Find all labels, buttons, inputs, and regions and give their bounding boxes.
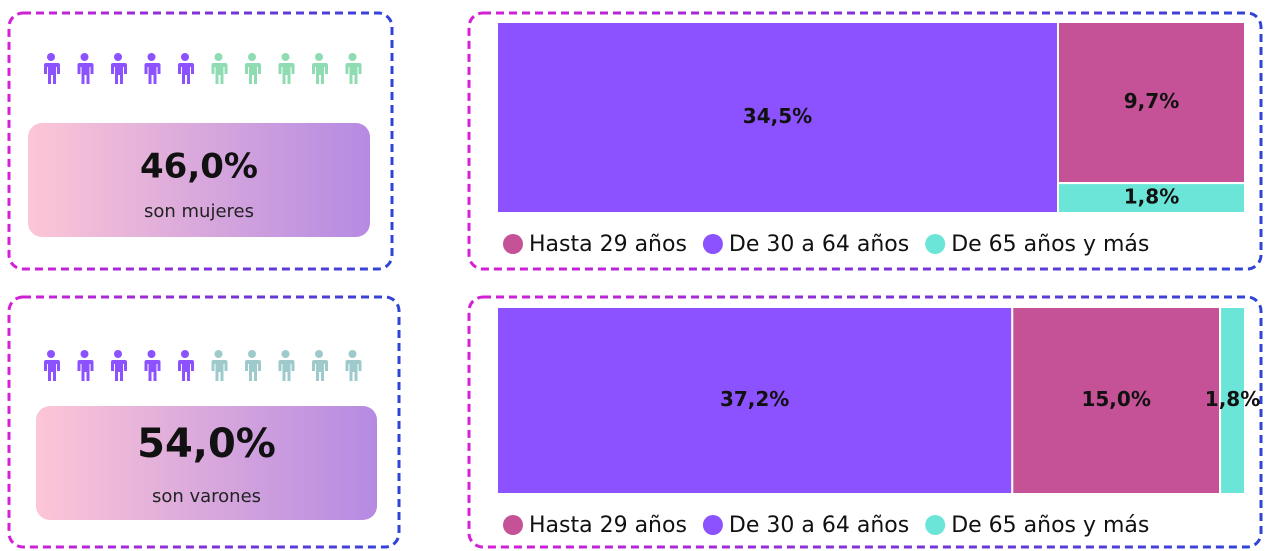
person-icon	[211, 53, 228, 84]
person-icon	[312, 350, 328, 381]
legend-label: Hasta 29 años	[529, 513, 687, 538]
person-icon	[345, 53, 362, 84]
card-value: 46,0%	[140, 147, 258, 187]
person-icon	[211, 350, 228, 381]
treemap-cell	[1219, 306, 1246, 495]
person-icon	[278, 350, 295, 381]
chart-frame	[467, 11, 1263, 271]
value-label: 1,8%	[1205, 387, 1260, 411]
legend-label: De 65 años y más	[951, 232, 1149, 257]
person-icon	[144, 350, 161, 381]
person-icon	[111, 350, 127, 381]
legend-label: Hasta 29 años	[529, 232, 687, 257]
person-icon	[77, 53, 94, 84]
legend-swatch	[503, 515, 523, 535]
value-label: 15,0%	[1081, 387, 1150, 411]
card-value: 54,0%	[137, 421, 276, 467]
person-icon	[312, 53, 328, 84]
chart-frame	[467, 295, 1263, 549]
card	[36, 406, 377, 520]
person-icon	[44, 53, 60, 84]
legend-swatch	[702, 515, 723, 535]
legend-swatch	[925, 515, 946, 535]
person-icon	[345, 350, 362, 381]
person-icon	[111, 53, 127, 84]
value-label: 9,7%	[1124, 89, 1179, 113]
card-frame	[7, 295, 401, 549]
person-icon	[44, 350, 60, 381]
legend-label: De 30 a 64 años	[729, 232, 909, 257]
treemap-cell	[1057, 182, 1246, 215]
person-icon	[144, 53, 161, 84]
legend-swatch	[925, 234, 946, 254]
treemap-cell	[496, 21, 1059, 214]
person-icon	[245, 53, 261, 84]
value-label: 1,8%	[1124, 185, 1179, 209]
value-label: 34,5%	[743, 104, 812, 128]
value-label: 37,2%	[720, 387, 789, 411]
card	[28, 123, 370, 237]
person-icon	[245, 350, 261, 381]
person-icon	[77, 350, 94, 381]
person-icon	[178, 350, 194, 381]
card-text: son varones	[152, 486, 261, 507]
person-icon	[178, 53, 194, 84]
card-text: son mujeres	[144, 201, 254, 222]
legend-swatch	[702, 234, 723, 254]
treemap-cell	[1011, 306, 1222, 495]
legend-swatch	[503, 234, 523, 254]
legend-label: De 65 años y más	[951, 513, 1149, 538]
person-icon	[278, 53, 295, 84]
treemap-cell	[496, 306, 1014, 495]
legend-label: De 30 a 64 años	[729, 513, 909, 538]
